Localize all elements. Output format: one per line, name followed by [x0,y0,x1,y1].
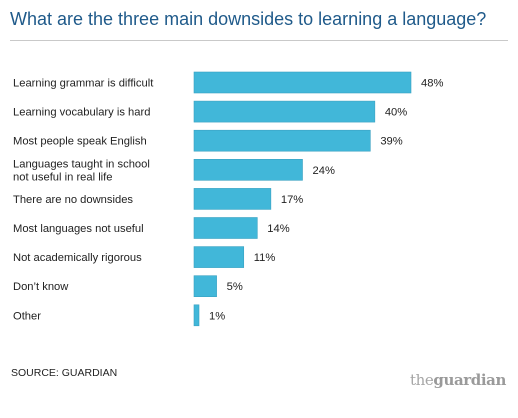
value-label-2: 39% [380,136,402,148]
bar-1 [193,100,376,123]
category-label-7: Don’t know [13,281,69,293]
category-label-5: Most languages not useful [13,223,144,235]
bar-2 [193,129,371,152]
value-label-7: 5% [227,281,243,293]
chart-title: What are the three main downsides to lea… [10,9,487,29]
value-label-6: 11% [254,252,276,264]
value-label-0: 48% [421,78,443,90]
bar-7 [193,275,217,298]
category-label-3: Languages taught in school not useful in … [13,158,150,183]
bar-6 [193,246,245,268]
category-label-1: Learning vocabulary is hard [13,107,150,119]
category-label-2: Most people speak English [13,136,147,148]
value-label-8: 1% [209,310,225,322]
bar-0 [193,71,412,94]
category-label-8: Other [13,310,41,322]
bar-5 [193,217,258,239]
logo-name: guardian [433,371,506,389]
value-label-3: 24% [313,165,335,177]
bar-3 [193,159,303,181]
guardian-logo: theguardian [410,371,506,389]
bar-4 [193,188,272,210]
value-label-4: 17% [281,194,303,206]
title-divider [10,40,508,41]
bar-chart: Learning grammar is difficult 48% Learning… [13,71,443,327]
category-label-6: Not academically rigorous [13,252,142,264]
source-label: SOURCE: GUARDIAN [11,367,118,379]
logo-the: the [409,371,434,389]
category-label-0: Learning grammar is difficult [13,78,154,90]
value-label-1: 40% [385,107,407,119]
bar-8 [193,304,200,327]
value-label-5: 14% [267,223,289,235]
category-label-4: There are no downsides [13,194,133,206]
